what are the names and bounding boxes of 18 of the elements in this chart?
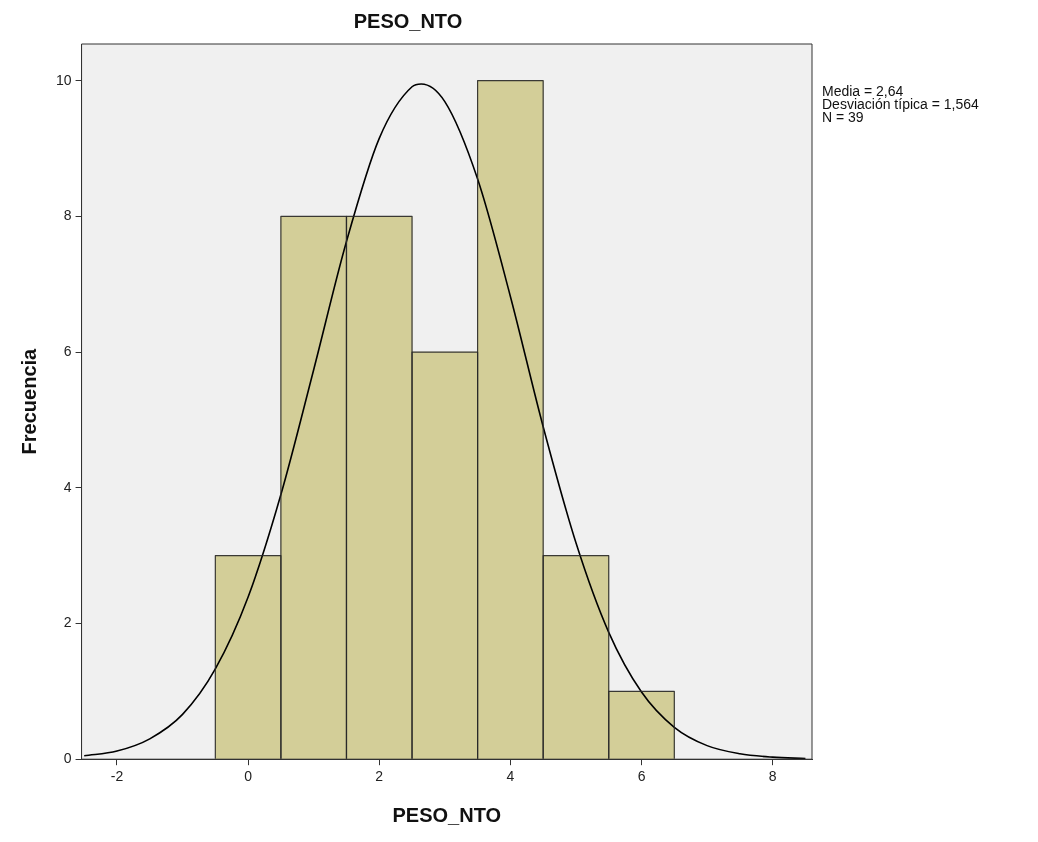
line-series [83,83,807,760]
y-tick-label: 2 [63,614,72,631]
y-tick-label: 8 [63,207,72,224]
x-tick-label: 0 [244,768,253,785]
text: Media = 2,64 [822,82,904,99]
y-axis-title: Frecuencia [17,347,40,455]
x-tick-label: 8 [768,768,777,785]
x-tick-label: 4 [506,768,515,785]
text: N = 39 [822,108,864,125]
chart-title: PESO_NTO [353,9,463,32]
y-tick-label: 0 [63,750,72,767]
x-tick-label: 2 [375,768,384,785]
y-tick-label: 6 [63,342,72,359]
y-tick-label: 10 [55,71,72,88]
x-axis-title: PESO_NTO [392,803,502,826]
y-tick-label: 4 [63,478,72,495]
x-tick-label: 6 [637,768,646,785]
x-tick-label: -2 [110,768,124,785]
